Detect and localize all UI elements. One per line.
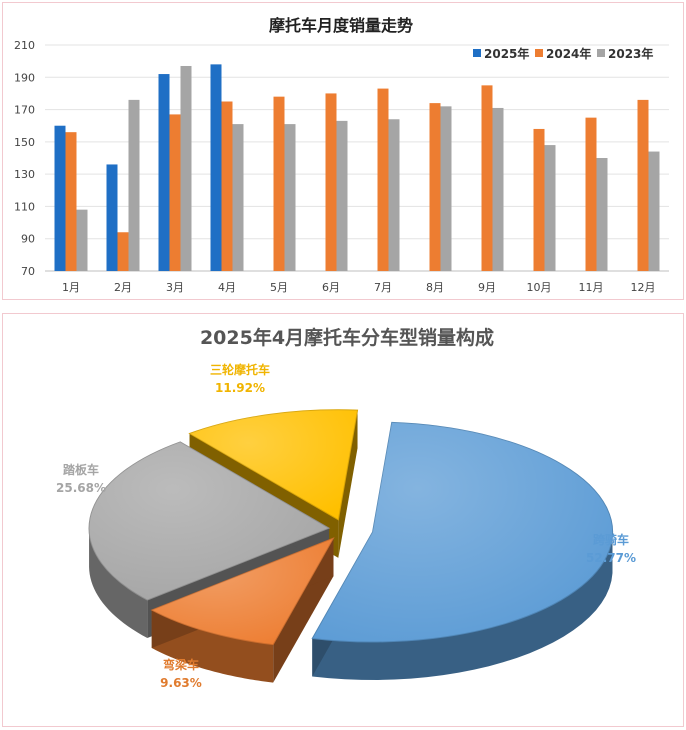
pie-slice-side <box>338 410 358 558</box>
pie-label-percent: 11.92% <box>215 381 265 395</box>
pie-label-name: 三轮摩托车 <box>210 362 270 377</box>
bar-2025年-1月 <box>54 125 66 271</box>
bar-chart-gridlines <box>45 44 669 272</box>
pie-label-name: 踏板车 <box>63 462 99 477</box>
bar-2024年-5月 <box>273 96 285 272</box>
pie-label-name: 弯梁车 <box>163 657 199 672</box>
bar-2023年-8月 <box>440 106 452 271</box>
bar-2024年-6月 <box>325 93 337 271</box>
y-tick-label: 190 <box>14 71 35 84</box>
y-tick-label: 90 <box>21 233 35 246</box>
y-tick-label: 170 <box>14 104 35 117</box>
bar-chart: 摩托车月度销量走势 2025年 2024年 2023年 70 90 110 130 150 1… <box>14 16 669 294</box>
x-tick-label: 11月 <box>579 281 604 294</box>
bar-2024年-12月 <box>637 99 649 271</box>
x-tick-label: 4月 <box>218 281 236 294</box>
pie-chart-title: 2025年4月摩托车分车型销量构成 <box>200 326 494 349</box>
legend-swatch <box>535 49 543 57</box>
pie-chart-slices <box>88 409 614 683</box>
bar-2024年-1月 <box>65 132 77 271</box>
bar-2023年-9月 <box>492 107 504 271</box>
legend-label: 2024年 <box>546 46 591 61</box>
bar-chart-bars <box>54 64 660 272</box>
x-tick-label: 7月 <box>374 281 392 294</box>
pie-slice-gloss <box>89 441 330 601</box>
pie-slice-gloss <box>312 422 613 642</box>
pie-slice-wall <box>312 535 613 680</box>
pie-label-percent: 25.68% <box>56 481 106 495</box>
bar-2024年-7月 <box>377 88 389 271</box>
y-tick-label: 130 <box>14 168 35 181</box>
x-tick-label: 6月 <box>322 281 340 294</box>
x-tick-label: 1月 <box>62 281 80 294</box>
bar-2024年-2月 <box>117 232 129 271</box>
pie-slice-gloss <box>151 538 334 645</box>
bar-2025年-2月 <box>106 164 118 271</box>
legend-swatch <box>473 49 481 57</box>
bar-2024年-11月 <box>585 117 597 272</box>
legend-swatch <box>597 49 605 57</box>
pie-slice-弯梁车 <box>150 537 335 683</box>
bar-2023年-4月 <box>232 124 244 271</box>
bar-chart-legend: 2025年 2024年 2023年 <box>473 46 653 61</box>
legend-label: 2025年 <box>484 46 529 61</box>
bar-2023年-2月 <box>128 99 140 271</box>
pie-label-name: 跨骑车 <box>593 532 629 547</box>
x-tick-label: 5月 <box>270 281 288 294</box>
x-tick-label: 8月 <box>426 281 444 294</box>
bar-2023年-11月 <box>596 158 608 271</box>
bar-2025年-3月 <box>158 74 170 271</box>
x-tick-label: 2月 <box>114 281 132 294</box>
pie-chart-panel: 2025年4月摩托车分车型销量构成 跨骑车 52.77% 弯梁车 9.63% 踏板车 25… <box>2 313 684 727</box>
y-tick-label: 150 <box>14 136 35 149</box>
bar-chart-panel: 摩托车月度销量走势 2025年 2024年 2023年 70 90 110 130 150 1… <box>2 2 684 300</box>
bar-2024年-4月 <box>221 101 233 271</box>
pie-chart-labels: 跨骑车 52.77% 弯梁车 9.63% 踏板车 25.68% 三轮摩托车 11.92% <box>56 362 636 690</box>
x-tick-label: 10月 <box>527 281 552 294</box>
bar-2023年-10月 <box>544 145 556 271</box>
bar-chart-y-axis: 70 90 110 130 150 170 190 210 <box>14 39 35 278</box>
legend-label: 2023年 <box>608 46 653 61</box>
y-tick-label: 70 <box>21 265 35 278</box>
bar-2023年-6月 <box>336 120 348 271</box>
bar-chart-x-axis: 1月 2月 3月 4月 5月 6月 7月 8月 9月 10月 11月 12月 <box>62 281 656 294</box>
x-tick-label: 9月 <box>478 281 496 294</box>
pie-slice-跨骑车 <box>311 421 614 680</box>
bar-2023年-12月 <box>648 151 660 271</box>
bar-2024年-10月 <box>533 128 545 271</box>
bar-2024年-8月 <box>429 103 441 271</box>
pie-slice-gloss <box>189 409 358 520</box>
bar-chart-title: 摩托车月度销量走势 <box>269 16 413 35</box>
pie-label-percent: 9.63% <box>160 676 202 690</box>
bar-2023年-1月 <box>76 209 88 271</box>
pie-slice-wall <box>89 528 148 639</box>
x-tick-label: 12月 <box>631 281 656 294</box>
bar-2023年-3月 <box>180 65 192 271</box>
bar-2023年-5月 <box>284 124 296 271</box>
bar-2023年-7月 <box>388 119 400 271</box>
bar-2024年-3月 <box>169 114 181 272</box>
y-tick-label: 210 <box>14 39 35 52</box>
pie-chart: 2025年4月摩托车分车型销量构成 跨骑车 52.77% 弯梁车 9.63% 踏板车 25… <box>56 326 636 690</box>
bar-2024年-9月 <box>481 85 493 271</box>
bar-2025年-4月 <box>210 64 222 271</box>
pie-label-percent: 52.77% <box>586 551 636 565</box>
x-tick-label: 3月 <box>166 281 184 294</box>
y-tick-label: 110 <box>14 200 35 213</box>
